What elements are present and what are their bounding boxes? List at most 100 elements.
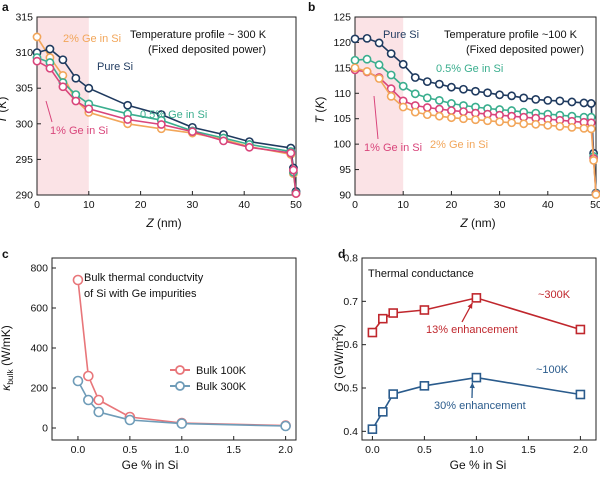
data-point: [446, 106, 456, 115]
x-tick-label: 2.0: [573, 444, 588, 456]
y-tick-label: 100: [333, 139, 351, 151]
x-tick-label: 30: [187, 199, 199, 211]
data-point: [289, 165, 298, 175]
data-point: [567, 122, 577, 132]
data-point: [374, 38, 384, 48]
data-point: [471, 115, 480, 125]
data-point: [575, 389, 586, 400]
annotation-line-2: of Si with Ge impurities: [84, 288, 197, 300]
annotation-line-1: Temperature profile ~ 300 K: [130, 29, 267, 41]
y-tick-label: 115: [334, 62, 351, 74]
axis-ticks: 0 10 20 30 40 50 90 95 100 105 110 115 120 125: [333, 12, 600, 212]
y-tick-label: 90: [339, 190, 351, 202]
panel-c: c 0.0 0.5 1.0 1.5 2.0 0 200 400 600 800 Bulk ther…: [0, 247, 297, 472]
panel-b: b 0 10 20 30 40 50 90 95 100 105 110 115 120 125 Temp…: [308, 0, 600, 230]
x-axis-label: Z (nm): [145, 216, 181, 230]
data-point: [187, 127, 197, 137]
x-tick-label: 30: [494, 199, 506, 211]
data-point: [156, 120, 166, 129]
data-point: [219, 136, 228, 146]
y-tick-label: 400: [30, 343, 48, 355]
data-point: [398, 102, 408, 112]
series-label-arrow: [45, 100, 53, 123]
data-point: [386, 91, 396, 101]
data-point: [388, 389, 399, 399]
y-tick-label: 290: [15, 190, 33, 202]
x-tick-label: 1.0: [174, 444, 189, 456]
data-point: [83, 370, 94, 382]
data-point: [71, 96, 81, 106]
x-tick-label: 0: [352, 199, 358, 211]
data-point: [280, 420, 291, 432]
data-point: [93, 406, 105, 418]
x-tick-label: 1.0: [469, 444, 484, 456]
axis-ticks: 0 10 20 30 40 50 290 295 300 305 310 315: [15, 12, 302, 212]
x-tick-label: 0.5: [417, 444, 432, 456]
data-point: [374, 60, 384, 70]
data-point: [579, 98, 589, 108]
y-tick-label: 0.5: [343, 383, 358, 395]
series-group: [72, 274, 291, 432]
data-point: [434, 111, 444, 121]
x-tick-label: 50: [590, 199, 600, 211]
data-point: [362, 67, 372, 76]
data-point: [244, 142, 254, 152]
data-point: [291, 189, 301, 198]
data-point: [586, 124, 596, 134]
data-point: [32, 32, 42, 42]
x-tick-label: 40: [542, 199, 554, 211]
series-group: [32, 32, 301, 198]
series-label-1pct: 1% Ge in Si: [364, 142, 422, 154]
data-point: [422, 93, 432, 103]
data-point: [434, 104, 444, 114]
shaded-region: [37, 17, 89, 195]
data-point: [567, 97, 577, 107]
data-point: [83, 394, 94, 406]
data-point: [58, 82, 68, 92]
annotation-line-2: (Fixed deposited power): [148, 44, 266, 56]
series-label-2pct: 2% Ge in Si: [63, 33, 121, 45]
series-label-0p5pct: 0.5% Ge in Si: [140, 109, 207, 121]
y-tick-label: 315: [15, 12, 33, 24]
y-tick-label: 600: [30, 303, 48, 315]
data-point: [377, 313, 388, 324]
annotation-line-2: (Fixed deposited power): [466, 44, 584, 56]
data-point: [419, 305, 430, 315]
data-point: [543, 96, 553, 105]
axis-ticks: 0.0 0.5 1.0 1.5 2.0 0 200 400 600 800: [30, 263, 293, 457]
y-tick-label: 305: [15, 83, 33, 95]
data-point: [471, 372, 482, 383]
data-point: [386, 70, 396, 80]
series-group: [367, 293, 586, 434]
x-tick-label: 40: [238, 199, 250, 211]
data-point: [367, 424, 378, 434]
legend-marker-300k: [175, 381, 185, 391]
data-point: [519, 119, 529, 129]
panel-letter-b: b: [308, 0, 315, 14]
data-point: [84, 83, 94, 93]
x-tick-label: 20: [446, 199, 458, 211]
series-label-pure-si: Pure Si: [383, 29, 419, 41]
x-tick-label: 10: [83, 199, 95, 211]
x-tick-label: 20: [135, 199, 147, 211]
data-point: [45, 63, 55, 73]
data-point: [123, 100, 133, 110]
data-point: [45, 44, 55, 54]
data-point: [350, 34, 360, 44]
x-axis-label: Ge % in Si: [450, 458, 507, 472]
data-point: [555, 121, 565, 131]
data-point: [446, 113, 456, 123]
x-tick-label: 10: [397, 199, 409, 211]
y-tick-label: 0.7: [343, 296, 358, 308]
y-tick-label: 110: [334, 88, 351, 100]
y-tick-label: 0.8: [343, 253, 358, 265]
data-point: [579, 123, 589, 133]
data-point: [362, 33, 372, 43]
data-point: [495, 90, 504, 100]
y-tick-label: 125: [333, 12, 351, 24]
legend: Bulk 100K Bulk 300K: [170, 365, 247, 393]
data-point: [575, 324, 586, 335]
data-point: [422, 77, 432, 86]
data-point: [362, 54, 372, 64]
data-point: [446, 82, 456, 92]
